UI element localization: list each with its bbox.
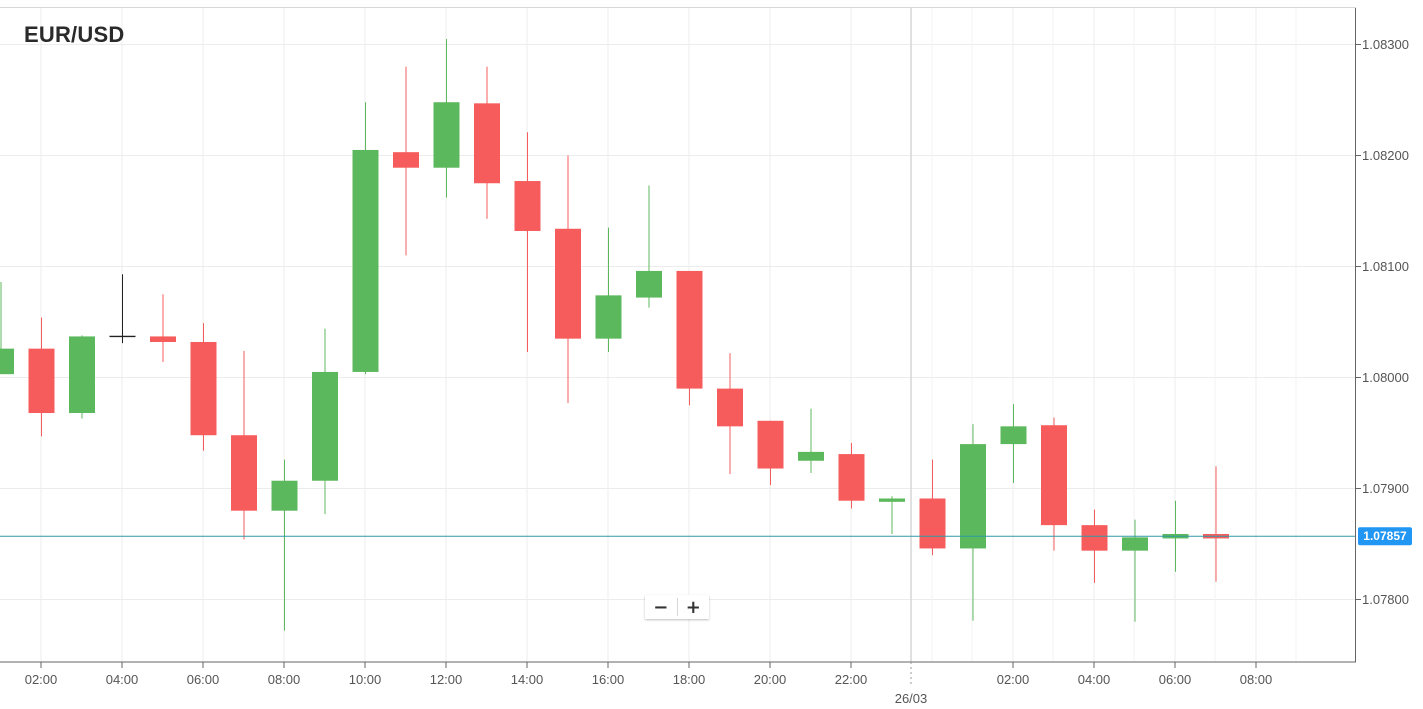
y-tick-label: 1.07800 [1362, 592, 1409, 607]
candle [757, 420, 784, 486]
zoom-out-button[interactable]: − [653, 596, 669, 618]
date-label: 26/03 [895, 691, 928, 706]
candle [1122, 519, 1148, 622]
candle-body [1000, 426, 1027, 445]
x-tick-label: 14:00 [511, 672, 544, 687]
candle-body [555, 228, 581, 339]
candle-body [595, 295, 622, 339]
candle [555, 155, 581, 404]
candle-body [231, 435, 257, 511]
candle [312, 328, 338, 515]
candle-body [960, 444, 986, 549]
x-tick-label: 10:00 [349, 672, 382, 687]
candle-body [190, 341, 217, 436]
candle [231, 350, 257, 540]
current-price-tag-bg [1358, 527, 1412, 546]
candle-body [0, 348, 14, 375]
candle [271, 459, 298, 631]
candle [798, 408, 824, 473]
x-tick-label: 08:00 [1240, 672, 1273, 687]
x-tick-label: 06:00 [187, 672, 220, 687]
candle-body [433, 102, 460, 168]
zoom-in-button[interactable]: + [685, 596, 701, 618]
candle-body [798, 451, 824, 461]
candle-body [474, 103, 500, 184]
y-tick-label: 1.08000 [1362, 370, 1409, 385]
chart-title: EUR/USD [24, 22, 125, 47]
y-tick-label: 1.08300 [1362, 37, 1409, 52]
x-tick-label: 04:00 [106, 672, 139, 687]
x-axis: 02:00 04:00 06:00 08:00 10:00 12:00 14:00 16:00… [25, 662, 1273, 687]
candle-body [352, 149, 379, 372]
x-tick-label: 04:00 [1078, 672, 1111, 687]
candle-body [919, 498, 946, 549]
candle [960, 424, 986, 621]
candle [28, 317, 55, 437]
candle [0, 282, 14, 375]
current-price-tag: 1.07857 [1358, 527, 1412, 546]
candle-body [271, 480, 298, 511]
candle [1203, 466, 1229, 582]
candle [109, 274, 136, 344]
y-axis: 1.07800 1.07900 1.08000 1.08100 1.08200 1.083… [1355, 37, 1409, 607]
candle-body [676, 270, 703, 389]
candle [433, 38, 460, 198]
candle-body [879, 498, 905, 502]
candle [717, 353, 743, 475]
candle [595, 227, 622, 352]
y-tick-label: 1.07900 [1362, 481, 1409, 496]
candles [0, 38, 1229, 631]
candle-body [838, 454, 865, 501]
candle [879, 496, 905, 535]
x-tick-label: 02:00 [997, 672, 1030, 687]
candle-body [1122, 537, 1148, 551]
x-tick-label: 06:00 [1159, 672, 1192, 687]
candle [393, 66, 419, 256]
x-tick-label: 02:00 [25, 672, 58, 687]
candle [1081, 509, 1108, 583]
candle-body [393, 152, 419, 168]
candle-body [636, 270, 662, 298]
candle [636, 185, 662, 308]
candle-body [717, 388, 743, 427]
current-price-label: 1.07857 [1363, 529, 1407, 543]
candle-body [312, 371, 338, 481]
candle [838, 442, 865, 509]
candle [676, 270, 703, 406]
candle [514, 132, 541, 352]
zoom-separator [676, 598, 678, 616]
candle-body [28, 348, 55, 414]
x-tick-label: 08:00 [268, 672, 301, 687]
candle-body [69, 336, 95, 414]
candle [474, 66, 500, 219]
candle-body [757, 420, 784, 469]
candle-body [1041, 425, 1067, 526]
x-tick-label: 18:00 [673, 672, 706, 687]
candle [69, 335, 95, 419]
candle-body [150, 336, 176, 342]
x-tick-label: 12:00 [430, 672, 463, 687]
candle [919, 459, 946, 556]
candle-body [1081, 525, 1108, 551]
candle [1041, 417, 1067, 551]
candle [352, 102, 379, 375]
candle [1000, 404, 1027, 483]
y-tick-label: 1.08100 [1362, 259, 1409, 274]
x-tick-label: 20:00 [754, 672, 787, 687]
plot-frame-top [0, 7, 1356, 8]
candle [150, 294, 176, 362]
candle [190, 323, 217, 451]
x-tick-label: 16:00 [592, 672, 625, 687]
y-tick-label: 1.08200 [1362, 148, 1409, 163]
zoom-controls: − + [645, 595, 709, 619]
candle-body [514, 181, 541, 231]
x-tick-label: 22:00 [835, 672, 868, 687]
